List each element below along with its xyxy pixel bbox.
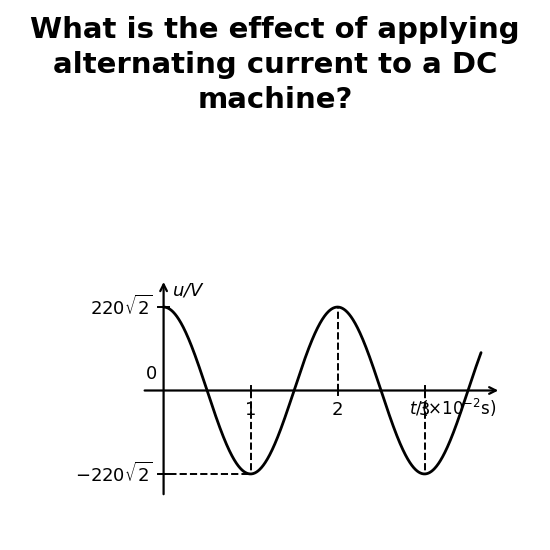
Text: $220\sqrt{2}$: $220\sqrt{2}$ [90,295,153,319]
Text: 1: 1 [245,402,256,420]
Text: 2: 2 [332,402,343,420]
Text: 3: 3 [419,402,430,420]
Text: 0: 0 [145,365,157,383]
Text: $u$/V: $u$/V [172,282,205,300]
Text: $-220\sqrt{2}$: $-220\sqrt{2}$ [75,462,153,486]
Text: What is the effect of applying
alternating current to a DC
machine?: What is the effect of applying alternati… [30,16,520,114]
Text: $t$/(×10$^{-2}$s): $t$/(×10$^{-2}$s) [409,397,496,419]
